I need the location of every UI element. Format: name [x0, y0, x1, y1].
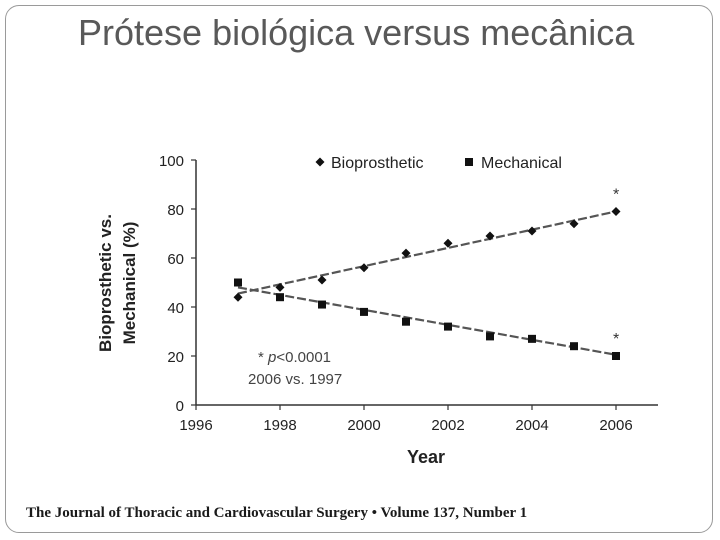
trend-line-bioprosthetic [237, 210, 617, 295]
x-tick-label: 1998 [263, 417, 296, 434]
y-tick-label: 80 [167, 202, 184, 219]
bioprosthetic-point [401, 248, 411, 258]
x-tick-label: 2006 [599, 417, 632, 434]
x-axis-label: Year [407, 447, 445, 467]
p-letter: p [267, 349, 276, 366]
y-tick-label: 60 [167, 251, 184, 268]
journal-caption: The Journal of Thoracic and Cardiovascul… [26, 505, 528, 521]
legend-label-bioprosthetic: Bioprosthetic [331, 155, 424, 172]
bioprosthetic-point [275, 282, 285, 292]
legend-marker-bioprosthetic [315, 157, 325, 167]
mechanical-point [486, 332, 494, 341]
y-tick-label: 20 [167, 349, 184, 366]
x-tick-label: 2004 [515, 417, 548, 434]
bioprosthetic-point [527, 226, 537, 236]
legend-label-mechanical: Mechanical [481, 155, 562, 172]
x-tick-label: 1996 [179, 417, 212, 434]
y-axis-label-line2: Mechanical (%) [120, 222, 139, 345]
chart-legend: Bioprosthetic Mechanical [315, 155, 562, 172]
significance-star: * [613, 331, 619, 348]
bioprosthetic-point [485, 231, 495, 241]
mechanical-point [360, 307, 368, 316]
mechanical-point [402, 317, 410, 326]
comparison-annotation: 2006 vs. 1997 [248, 371, 342, 388]
y-axis-label-line1: Bioprosthetic vs. [96, 214, 115, 352]
chart-labels: Bioprosthetic vs. Mechanical (%) Year * … [96, 214, 445, 467]
chart-axes: 0 20 40 60 80 100 1996 1998 2000 2002 2004 2006 [159, 153, 658, 434]
bioprosthetic-point [611, 206, 621, 216]
significance-star: * [613, 186, 619, 203]
bioprosthetic-point [233, 292, 243, 302]
mechanical-point [318, 300, 326, 309]
slide-title: Prótese biológica versus mecânica [78, 12, 635, 53]
trend-lines [237, 210, 617, 356]
x-tick-label: 2000 [347, 417, 380, 434]
bioprosthetic-point [569, 219, 579, 229]
p-star: * [258, 349, 268, 366]
mechanical-point [612, 352, 620, 360]
p-value-annotation: * p<0.0001 [258, 349, 331, 366]
data-marks: ** [233, 186, 621, 360]
bioprosthetic-point [317, 275, 327, 285]
slide-frame [5, 5, 713, 533]
y-tick-label: 100 [159, 153, 184, 170]
y-tick-label: 0 [176, 398, 184, 415]
trend-line-mechanical [237, 286, 617, 356]
p-value: <0.0001 [276, 349, 331, 366]
mechanical-point [528, 334, 536, 343]
mechanical-point [570, 342, 578, 351]
x-tick-label: 2002 [431, 417, 464, 434]
legend-marker-mechanical [465, 158, 473, 166]
bioprosthetic-point [443, 238, 453, 248]
mechanical-point [234, 278, 242, 287]
mechanical-point [276, 293, 284, 302]
y-tick-label: 40 [167, 300, 184, 317]
mechanical-point [444, 322, 452, 331]
bioprosthetic-point [359, 263, 369, 273]
